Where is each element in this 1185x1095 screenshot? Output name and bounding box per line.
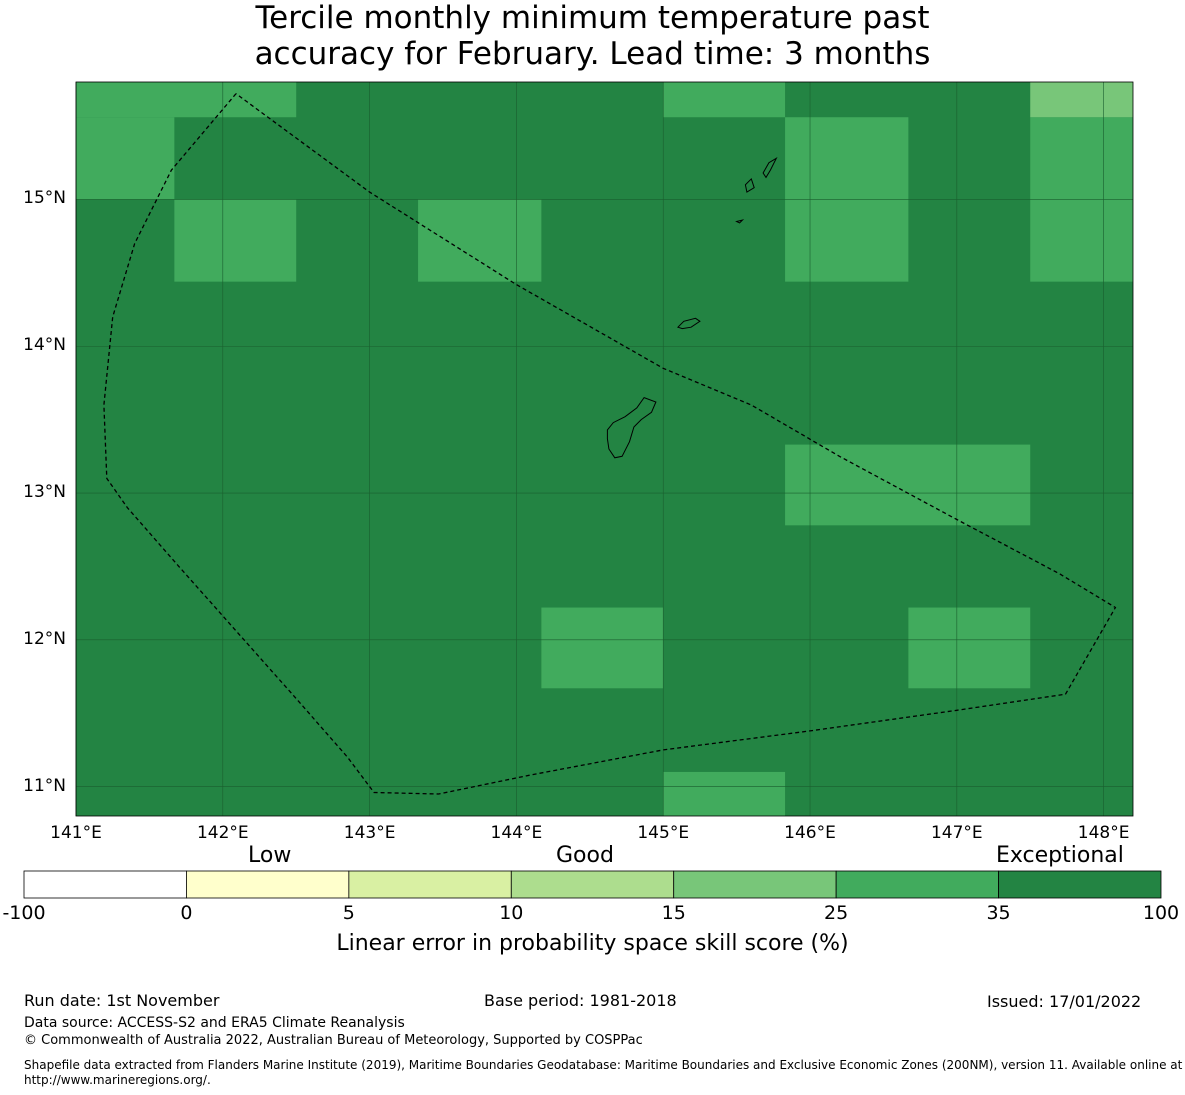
lon-tick-label: 142°E — [196, 823, 249, 843]
lat-tick-label: 11°N — [23, 775, 66, 796]
island-outline — [735, 219, 745, 224]
island-outline — [762, 156, 778, 179]
colorbar-bin — [186, 870, 350, 899]
lon-tick-label: 146°E — [784, 823, 836, 843]
lon-tick-label: 145°E — [637, 823, 690, 843]
skill-cell — [908, 607, 1031, 689]
copyright: © Commonwealth of Australia 2022, Austra… — [24, 1033, 643, 1048]
colorbar-tick-label: 35 — [986, 902, 1011, 924]
skill-grid-cells — [76, 82, 1133, 816]
lon-tick-label: 144°E — [490, 823, 543, 843]
colorbar-bin — [23, 870, 187, 899]
eez-dashed-line — [103, 93, 1117, 795]
colorbar-bin — [348, 870, 512, 899]
colorbar-bin — [835, 870, 999, 899]
skill-cell — [1030, 82, 1133, 118]
colorbar-bin — [510, 870, 675, 899]
lat-tick-label: 12°N — [23, 628, 66, 649]
title-line-2: accuracy for February. Lead time: 3 mont… — [254, 36, 931, 72]
skill-cell — [76, 82, 297, 118]
skill-cell — [663, 82, 786, 118]
issued-date: Issued: 17/01/2022 — [987, 992, 1142, 1011]
skill-cell — [76, 117, 175, 200]
coastlines — [606, 156, 778, 459]
colorbar-tick-label: 25 — [824, 902, 849, 924]
shapefile-credit: Shapefile data extracted from Flanders M… — [24, 1058, 1183, 1087]
data-source: Data source: ACCESS-S2 and ERA5 Climate … — [24, 1015, 405, 1031]
colorbar-bin — [673, 870, 837, 899]
run-date: Run date: 1st November — [24, 991, 220, 1010]
eez-boundary — [103, 93, 1117, 795]
lon-tick-label: 148°E — [1077, 823, 1130, 843]
lon-tick-label: 147°E — [930, 823, 983, 843]
colorbar-tick-label: -100 — [2, 902, 46, 924]
colorbar-tick-label: 5 — [342, 902, 355, 924]
colorbar-tick-label: 15 — [661, 902, 686, 924]
category-good: Good — [556, 843, 614, 868]
skill-cell — [418, 199, 542, 282]
category-exceptional: Exceptional — [996, 843, 1124, 868]
island-outline — [744, 177, 755, 193]
lat-tick-label: 15°N — [23, 188, 66, 209]
map-title: Tercile monthly minimum temperature past… — [0, 0, 1185, 72]
skill-cell — [541, 607, 664, 689]
island-outline — [676, 317, 701, 330]
lon-tick-label: 143°E — [343, 823, 396, 843]
colorbar-tick-label: 10 — [499, 902, 524, 924]
title-line-1: Tercile monthly minimum temperature past — [255, 0, 930, 36]
base-period: Base period: 1981-2018 — [484, 991, 677, 1010]
skill-map — [75, 81, 1134, 817]
category-low: Low — [248, 843, 292, 868]
island-outline — [606, 396, 657, 459]
skill-cell — [663, 771, 786, 816]
lat-tick-label: 14°N — [23, 335, 66, 356]
skill-cell — [174, 199, 297, 282]
colorbar — [23, 870, 1162, 899]
colorbar-bin — [998, 870, 1162, 899]
graticule — [75, 82, 1133, 816]
colorbar-tick-label: 100 — [1142, 902, 1180, 924]
colorbar-tick-label: 0 — [180, 902, 193, 924]
lon-tick-label: 141°E — [50, 823, 102, 843]
skill-cell — [785, 444, 1031, 526]
map-frame — [75, 81, 1134, 817]
lat-tick-label: 13°N — [23, 482, 66, 503]
colorbar-label: Linear error in probability space skill … — [336, 931, 849, 956]
